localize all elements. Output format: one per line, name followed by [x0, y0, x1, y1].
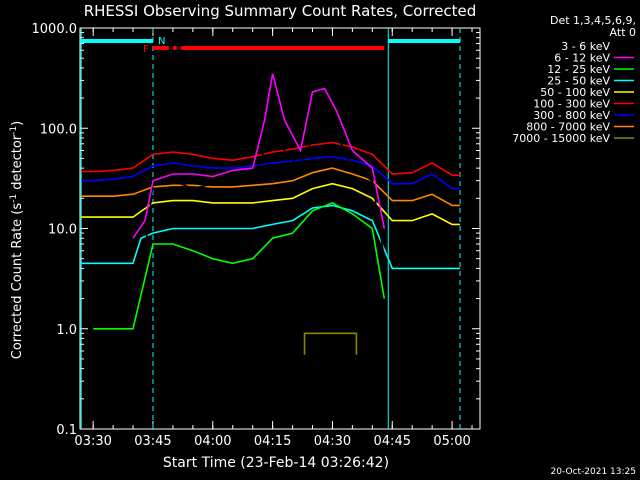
- timestamp: 20-Oct-2021 13:25: [551, 467, 636, 477]
- y-axis-label: Corrected Count Rate (s-1 detector-1): [9, 121, 25, 359]
- legend-header-line: Det 1,3,4,5,6,9,: [550, 14, 636, 27]
- series-line-300to800keV: [81, 155, 461, 190]
- x-tick-label: 03:45: [134, 434, 171, 449]
- legend-label: 3 - 6 keV: [561, 40, 610, 53]
- x-tick-label: 04:15: [254, 434, 291, 449]
- series-line-12to25keV: [93, 202, 386, 330]
- y-tick-label: 100.0: [40, 122, 77, 137]
- series-line-50to100keV: [81, 182, 461, 226]
- legend-label: 25 - 50 keV: [547, 75, 610, 88]
- series-line-3to6keV: [132, 110, 386, 269]
- y-tick-label: 10.0: [48, 223, 77, 238]
- y-tick-label: 1000.0: [32, 22, 78, 37]
- x-axis-label: Start Time (23-Feb-14 03:26:42): [163, 455, 389, 471]
- legend-label: 7000 - 15000 keV: [512, 132, 610, 145]
- y-tick-label: 1.0: [56, 323, 77, 338]
- plot-area: 0.1 1.0 10.0 100.0 1000.0 03:30 03:45 04:00 04:1…: [32, 22, 481, 449]
- series-line-6to12keV: [132, 73, 386, 239]
- legend-label: 50 - 100 keV: [540, 86, 610, 99]
- series-line-800to7000keV: [81, 167, 461, 207]
- x-tick-label: 04:45: [374, 434, 411, 449]
- series-line-100to300keV: [81, 141, 461, 176]
- series-line-25to50keV: [81, 204, 461, 270]
- x-tick-label: 05:00: [433, 434, 470, 449]
- y-tick-label: 0.1: [56, 423, 77, 438]
- series-line-7000to15000keV: [303, 332, 358, 355]
- flare-flag-label: F: [143, 44, 149, 55]
- legend-label: 12 - 25 keV: [547, 63, 610, 76]
- legend-label: 300 - 800 keV: [533, 109, 610, 122]
- night-flag-label: N: [158, 36, 165, 47]
- legend-label: 6 - 12 keV: [554, 52, 610, 65]
- legend-label: 100 - 300 keV: [533, 98, 610, 111]
- x-tick-label: 04:30: [314, 434, 351, 449]
- x-tick-label: 03:30: [74, 434, 111, 449]
- chart-title: RHESSI Observing Summary Count Rates, Co…: [84, 2, 477, 20]
- x-tick-label: 04:00: [194, 434, 231, 449]
- legend-label: 800 - 7000 keV: [526, 121, 610, 134]
- legend-header-line: Att 0: [610, 26, 636, 39]
